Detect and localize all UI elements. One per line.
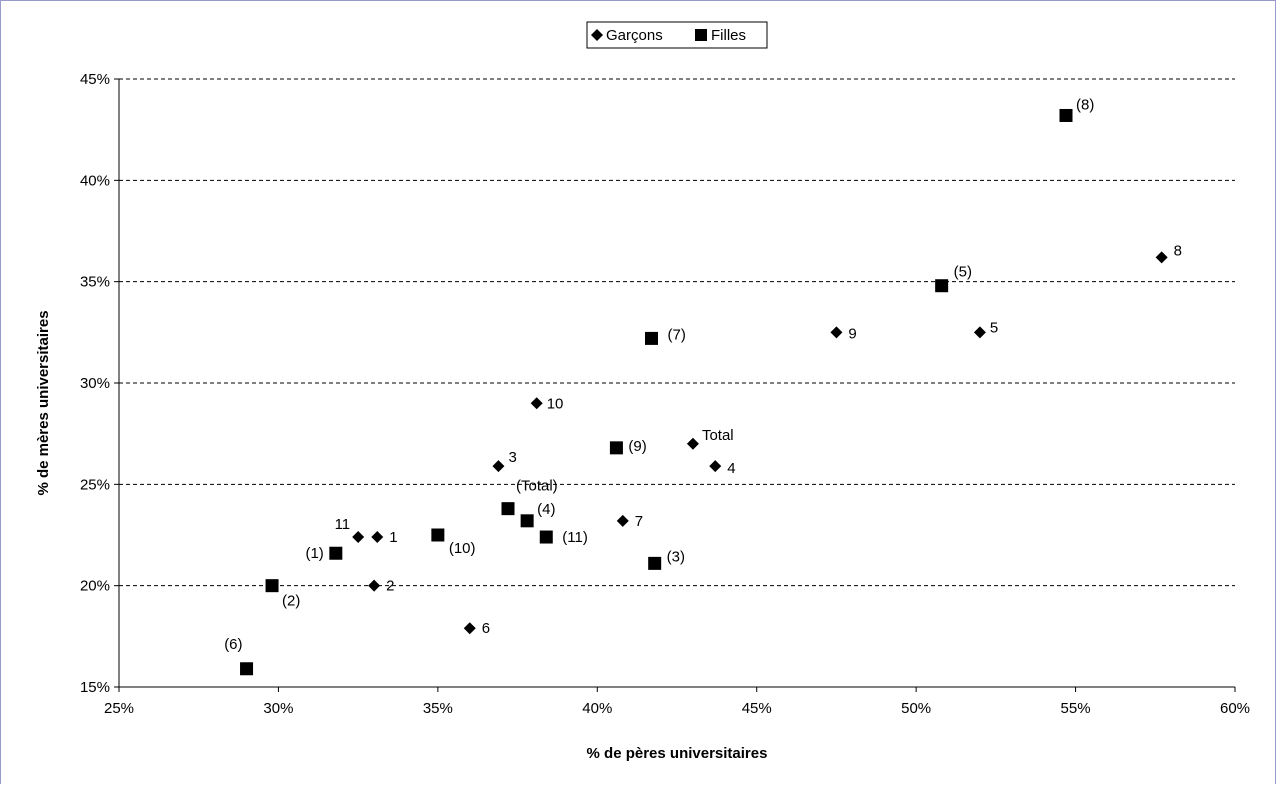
y-tick-label: 20% [80,578,110,595]
garcons-point-label: 10 [547,395,564,412]
filles-point-marker [329,546,343,560]
y-tick-label: 25% [80,476,110,493]
filles-point-label: (3) [667,548,685,565]
garcons-point-marker [463,622,476,635]
filles-point-marker [520,514,534,528]
garcons-point-label: 11 [335,516,351,533]
filles-point-label: (5) [954,264,972,281]
garcons-point-label: 2 [386,578,394,595]
x-tick-label: 50% [901,700,931,717]
x-axis-title: % de pères universitaires [587,745,768,762]
garcons-point-marker [973,326,986,339]
garcons-point-marker [830,326,843,339]
filles-point-label: (4) [537,501,555,518]
filles-point-label: (11) [562,529,588,546]
x-tick-label: 45% [742,700,772,717]
data-points: 1 2 3 4 5 6 7 8 9 10 11 Total (1) (2) (3) (4) (5) (6) (7) (… [224,96,1182,676]
y-ticks: 15% 20% 25% 30% 35% 40% 45% [80,71,119,696]
filles-point-label: (6) [224,636,242,653]
filles-point-label: (1) [305,545,323,562]
garcons-point-label: 9 [848,325,856,342]
legend-square-marker [695,29,707,41]
garcons-point-label: 7 [635,513,643,530]
filles-point-label: (2) [282,593,300,610]
garcons-point-label: 1 [389,529,397,546]
garcons-point-marker [352,531,365,544]
garcons-point-label: 4 [727,460,735,477]
legend-box [586,21,768,49]
garcons-point-label: 5 [990,319,998,336]
filles-point-marker [539,530,553,544]
garcons-point-marker [709,460,722,473]
x-tick-label: 35% [423,700,453,717]
x-tick-label: 40% [582,700,612,717]
garcons-point-marker [492,460,505,473]
filles-point-label: (9) [628,438,646,455]
filles-point-marker [431,528,445,542]
filles-point-label: (7) [667,326,685,343]
filles-point-marker [648,556,662,570]
gridlines [119,78,1235,587]
y-tick-label: 40% [80,172,110,189]
filles-point-label: (8) [1076,96,1094,113]
garcons-point-marker [616,514,629,527]
garcons-point-marker [530,397,543,410]
garcons-point-marker [371,531,384,544]
garcons-point-label: 6 [482,620,490,637]
legend-diamond-marker [591,29,603,41]
legend-label-filles: Filles [711,27,746,44]
filles-point-label: (10) [449,540,476,557]
filles-point-marker [1059,108,1073,122]
filles-point-marker [265,579,279,593]
garcons-point-marker [368,579,381,592]
x-tick-label: 55% [1061,700,1091,717]
x-tick-label: 25% [104,700,134,717]
filles-point-marker [935,279,949,293]
garcons-point-marker [686,437,699,450]
legend: Garçons Filles [586,21,768,49]
filles-point-marker [609,441,623,455]
y-tick-label: 35% [80,274,110,291]
filles-point-marker [501,502,515,516]
x-tick-label: 60% [1220,700,1250,717]
garcons-point-marker [1155,251,1168,264]
garcons-point-label: Total [702,427,734,444]
x-ticks: 25% 30% 35% 40% 45% 50% 55% 60% [104,687,1250,717]
x-tick-label: 30% [263,700,293,717]
filles-point-label: (Total) [516,478,558,495]
filles-point-marker [644,331,658,345]
y-tick-label: 30% [80,375,110,392]
y-tick-label: 45% [80,71,110,88]
garcons-point-label: 3 [508,449,516,466]
filles-point-marker [240,662,254,676]
garcons-point-label: 8 [1174,242,1182,259]
legend-label-garcons: Garçons [606,27,663,44]
y-tick-label: 15% [80,679,110,696]
y-axis-title: % de mères universitaires [35,310,52,495]
